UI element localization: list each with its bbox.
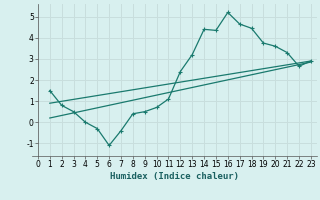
X-axis label: Humidex (Indice chaleur): Humidex (Indice chaleur)	[110, 172, 239, 181]
